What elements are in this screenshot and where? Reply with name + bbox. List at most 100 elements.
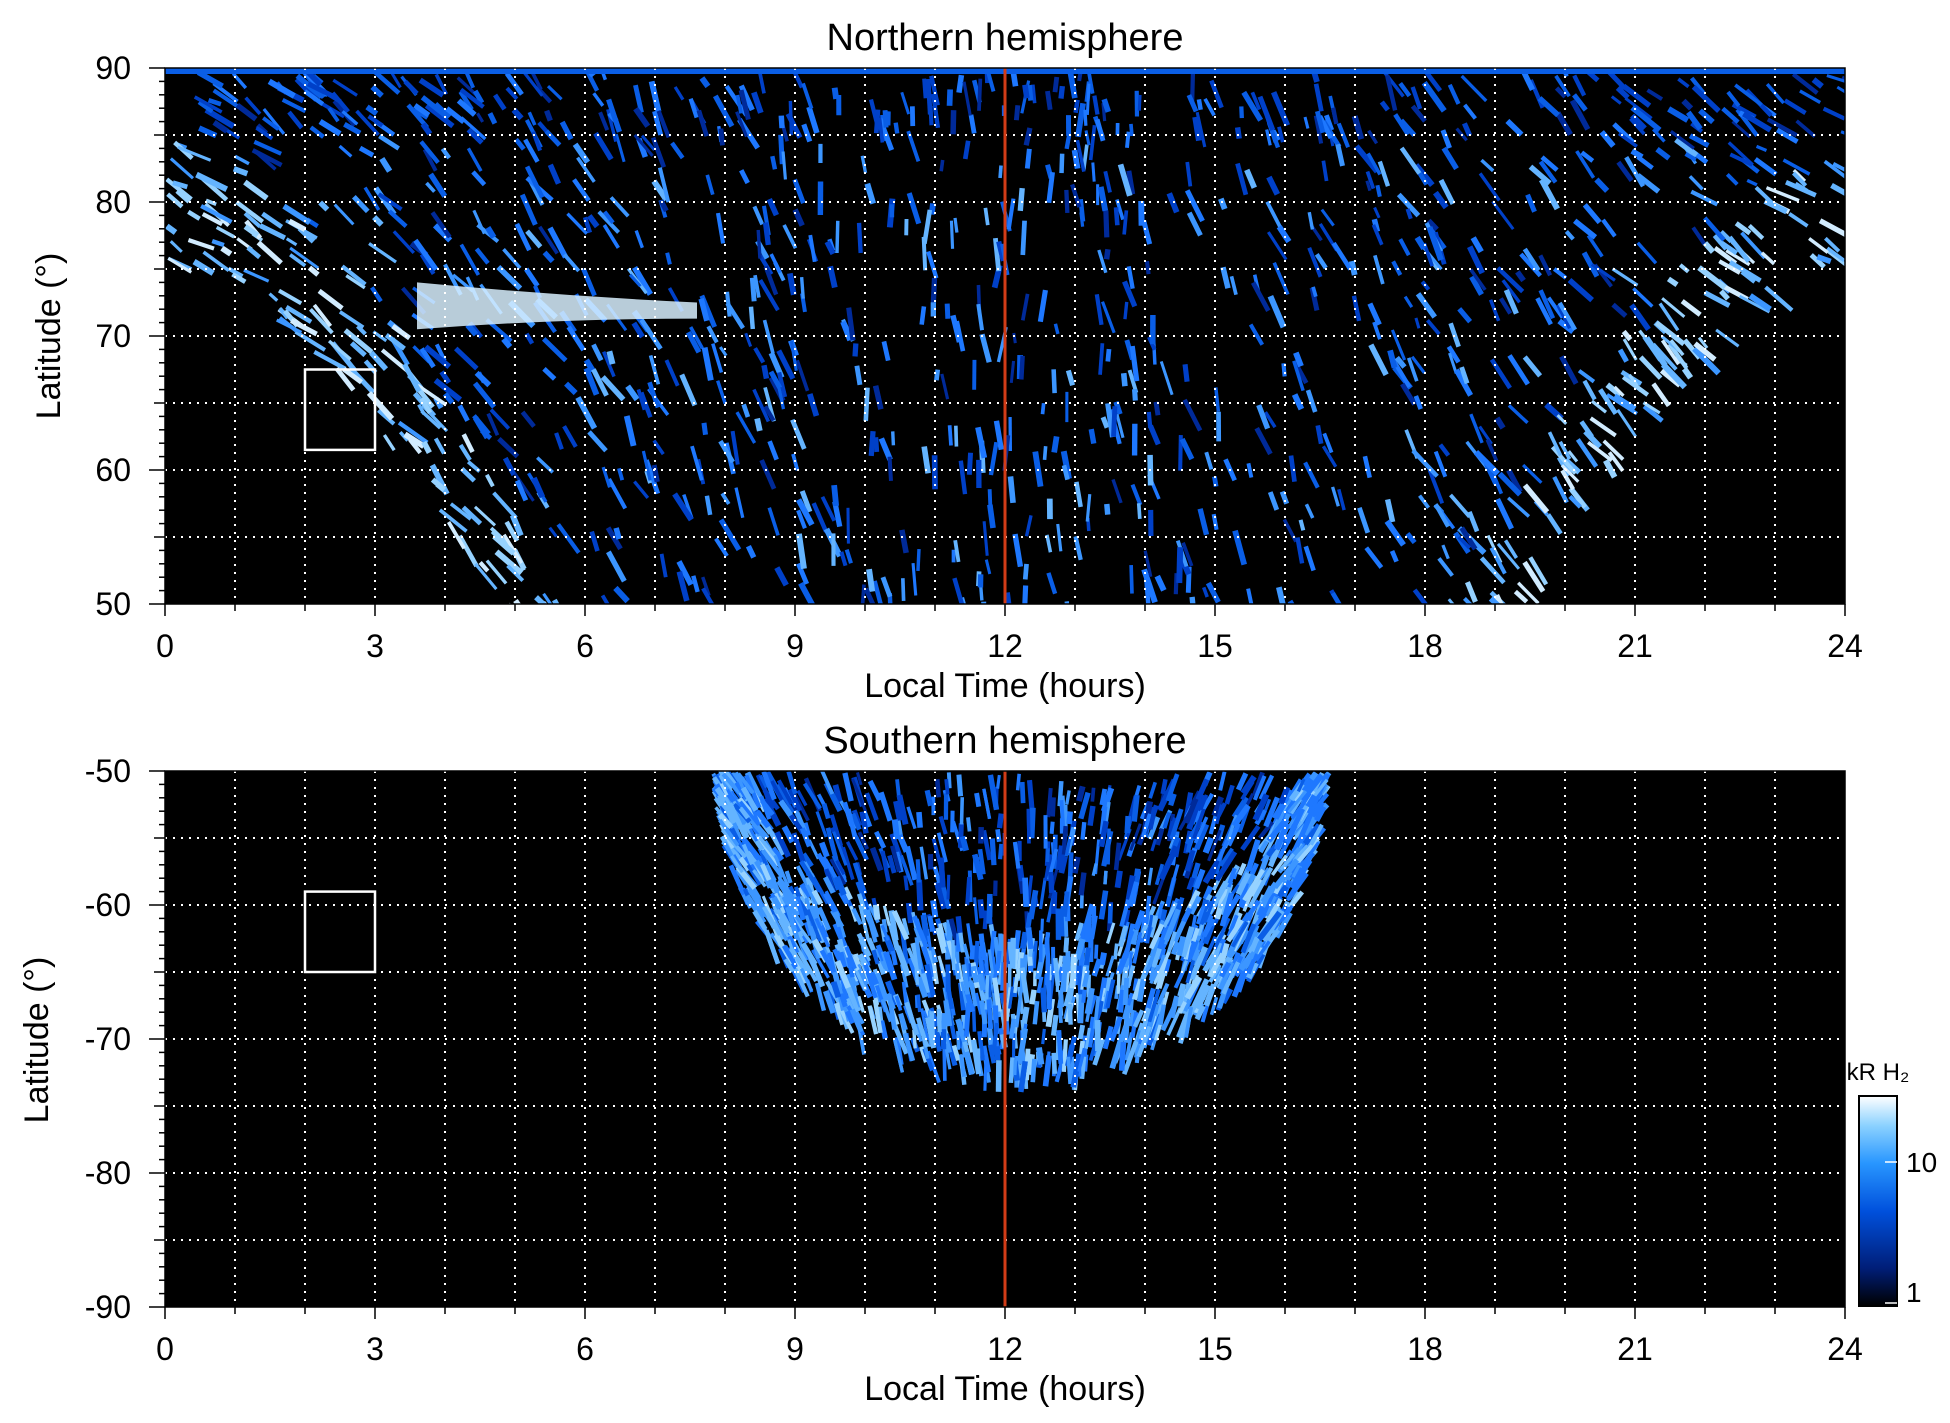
emission-streak	[1467, 510, 1480, 533]
emission-streak	[1086, 68, 1095, 94]
y-tick-label: 70	[95, 318, 131, 354]
emission-streak	[691, 575, 700, 593]
emission-streak	[1290, 840, 1312, 864]
emission-streak	[835, 1001, 855, 1034]
emission-streak	[1224, 951, 1241, 985]
emission-streak	[1045, 960, 1051, 986]
emission-streak	[811, 949, 830, 979]
emission-streak	[864, 182, 877, 205]
emission-streak	[763, 405, 776, 422]
emission-streak	[1689, 76, 1706, 95]
emission-streak	[1146, 411, 1153, 429]
emission-streak	[758, 774, 769, 789]
emission-streak	[1094, 944, 1099, 959]
emission-streak	[1173, 957, 1191, 989]
emission-streak	[1690, 189, 1719, 207]
emission-streak	[351, 195, 370, 214]
emission-streak	[776, 349, 796, 380]
emission-streak	[945, 964, 951, 992]
emission-streak	[738, 89, 751, 121]
emission-streak	[1681, 98, 1694, 111]
emission-streak	[1239, 106, 1244, 119]
emission-streak	[504, 71, 524, 96]
emission-streak	[996, 774, 1001, 789]
emission-streak	[1494, 416, 1506, 430]
emission-streak	[657, 167, 671, 203]
emission-streak	[1046, 498, 1053, 520]
emission-streak	[811, 889, 824, 906]
emission-streak	[1667, 342, 1689, 370]
emission-streak	[1202, 586, 1209, 598]
southern-hemisphere-panel: Southern hemisphere 0 3 6 9 12 15 18 21 24 -50-6…	[18, 720, 1863, 1408]
emission-streak	[1792, 168, 1807, 183]
emission-streak	[1506, 468, 1523, 494]
emission-streak	[801, 852, 814, 868]
emission-streak	[799, 276, 805, 299]
emission-streak	[1336, 122, 1351, 148]
emission-streak	[1149, 936, 1161, 957]
emission-streak	[327, 339, 352, 361]
emission-streak	[825, 827, 839, 860]
x-tick-label: 24	[1827, 1331, 1863, 1367]
emission-streak	[763, 265, 779, 296]
emission-streak	[1211, 513, 1219, 531]
emission-streak	[1067, 70, 1078, 99]
emission-streak	[1426, 319, 1441, 336]
emission-streak	[919, 972, 930, 994]
emission-streak	[1018, 1060, 1028, 1093]
emission-streak	[892, 1024, 909, 1055]
emission-streak	[554, 432, 564, 450]
emission-streak	[1372, 321, 1382, 340]
emission-streak	[1628, 373, 1642, 392]
emission-streak	[888, 910, 899, 941]
emission-streak	[807, 955, 826, 988]
emission-streak	[1038, 930, 1043, 963]
x-tick-label: 12	[987, 628, 1023, 664]
emission-streak	[963, 1003, 971, 1037]
emission-streak	[501, 337, 513, 349]
emission-streak	[1718, 259, 1741, 275]
emission-streak	[852, 862, 868, 895]
emission-streak	[1660, 339, 1681, 366]
emission-streak	[1276, 225, 1292, 244]
emission-streak	[844, 1010, 855, 1025]
emission-streak	[817, 906, 832, 931]
emission-streak	[976, 459, 982, 489]
emission-streak	[1613, 393, 1637, 411]
emission-streak	[977, 78, 983, 111]
emission-streak	[874, 830, 887, 849]
emission-streak	[790, 418, 807, 450]
emission-streak	[1293, 351, 1304, 368]
emission-streak	[803, 822, 811, 836]
emission-streak	[1371, 224, 1384, 246]
emission-streak	[1702, 216, 1726, 242]
emission-streak	[1170, 941, 1181, 956]
emission-streak	[1495, 497, 1514, 530]
emission-streak	[946, 989, 955, 1010]
emission-streak	[1118, 1041, 1127, 1071]
emission-streak	[822, 876, 836, 894]
emission-streak	[456, 98, 477, 117]
emission-streak	[966, 817, 972, 832]
emission-streak	[367, 114, 384, 128]
emission-streak	[606, 550, 627, 583]
emission-streak	[715, 212, 726, 244]
emission-streak	[1081, 989, 1087, 1003]
emission-streak	[1202, 885, 1214, 901]
emission-streak	[930, 302, 937, 317]
emission-streak	[485, 226, 497, 239]
emission-streak	[1052, 957, 1061, 987]
emission-streak	[789, 340, 798, 371]
emission-streak	[1411, 449, 1439, 478]
emission-streak	[903, 875, 909, 891]
emission-streak	[1133, 909, 1146, 931]
emission-streak	[1265, 129, 1272, 146]
emission-streak	[285, 237, 298, 247]
emission-streak	[474, 370, 492, 388]
emission-streak	[728, 864, 747, 896]
emission-streak	[1315, 425, 1324, 445]
emission-streak	[915, 859, 921, 883]
emission-streak	[1279, 490, 1290, 505]
emission-streak	[413, 103, 431, 118]
emission-streak	[474, 247, 490, 265]
